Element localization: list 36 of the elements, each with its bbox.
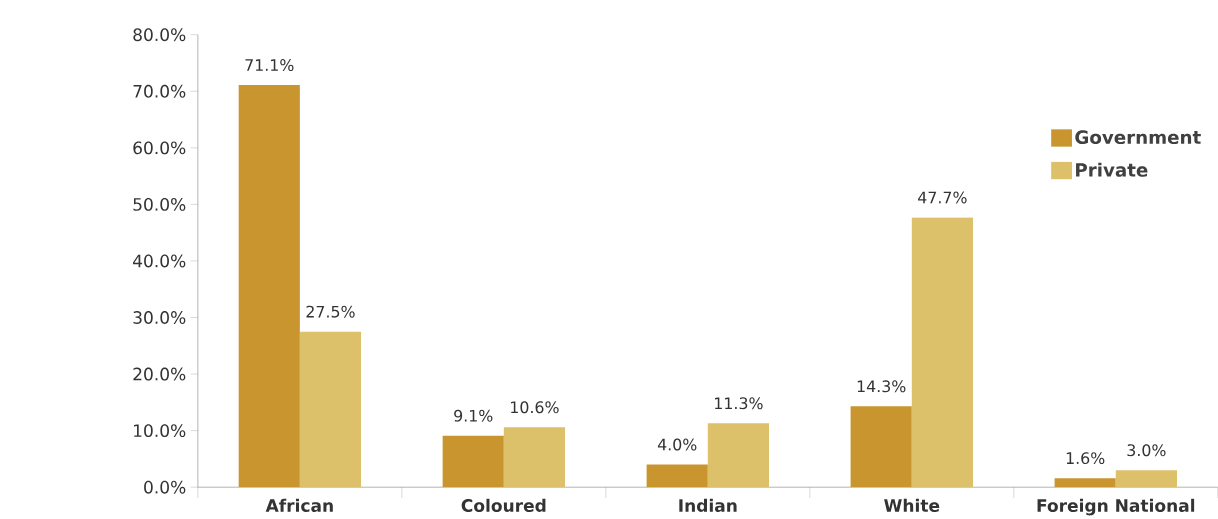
bar (503, 427, 566, 487)
data-label: 4.0% (657, 438, 697, 451)
bar (850, 406, 912, 487)
bar (442, 435, 504, 487)
y-tick-label: 80.0% (133, 28, 186, 41)
y-tick-label: 60.0% (133, 141, 186, 155)
bar (238, 84, 300, 487)
data-label: 1.6% (1066, 451, 1105, 464)
x-tick-label: Indian (679, 498, 737, 512)
data-label: 9.1% (454, 409, 493, 422)
data-label: 3.0% (1127, 444, 1166, 456)
data-label: 11.3% (715, 397, 763, 410)
y-tick-label: 30.0% (133, 310, 186, 324)
x-tick-label: White (884, 498, 940, 512)
legend-label: Private (1076, 162, 1148, 177)
x-tick-label: Coloured (461, 498, 546, 512)
y-tick-label: 10.0% (134, 423, 186, 437)
bar (299, 331, 362, 487)
y-tick-label: 20.0% (133, 367, 186, 381)
y-tick-label: 0.0% (144, 480, 186, 494)
data-label: 14.3% (857, 380, 906, 393)
bar (646, 464, 708, 487)
bar (1054, 477, 1116, 487)
data-label: 10.6% (511, 401, 559, 413)
data-label: 27.5% (306, 305, 355, 318)
data-label: 47.7% (918, 191, 967, 204)
bar (911, 217, 973, 487)
legend-label: Government (1075, 130, 1201, 144)
y-tick-label: 70.0% (133, 84, 186, 98)
x-tick-label: African (265, 498, 333, 512)
bar (707, 423, 770, 487)
x-tick-label: Foreign National (1037, 498, 1195, 516)
y-tick-label: 50.0% (133, 197, 186, 211)
bar (1115, 470, 1177, 487)
y-tick-label: 40.0% (133, 254, 186, 268)
data-label: 71.1% (245, 58, 294, 71)
